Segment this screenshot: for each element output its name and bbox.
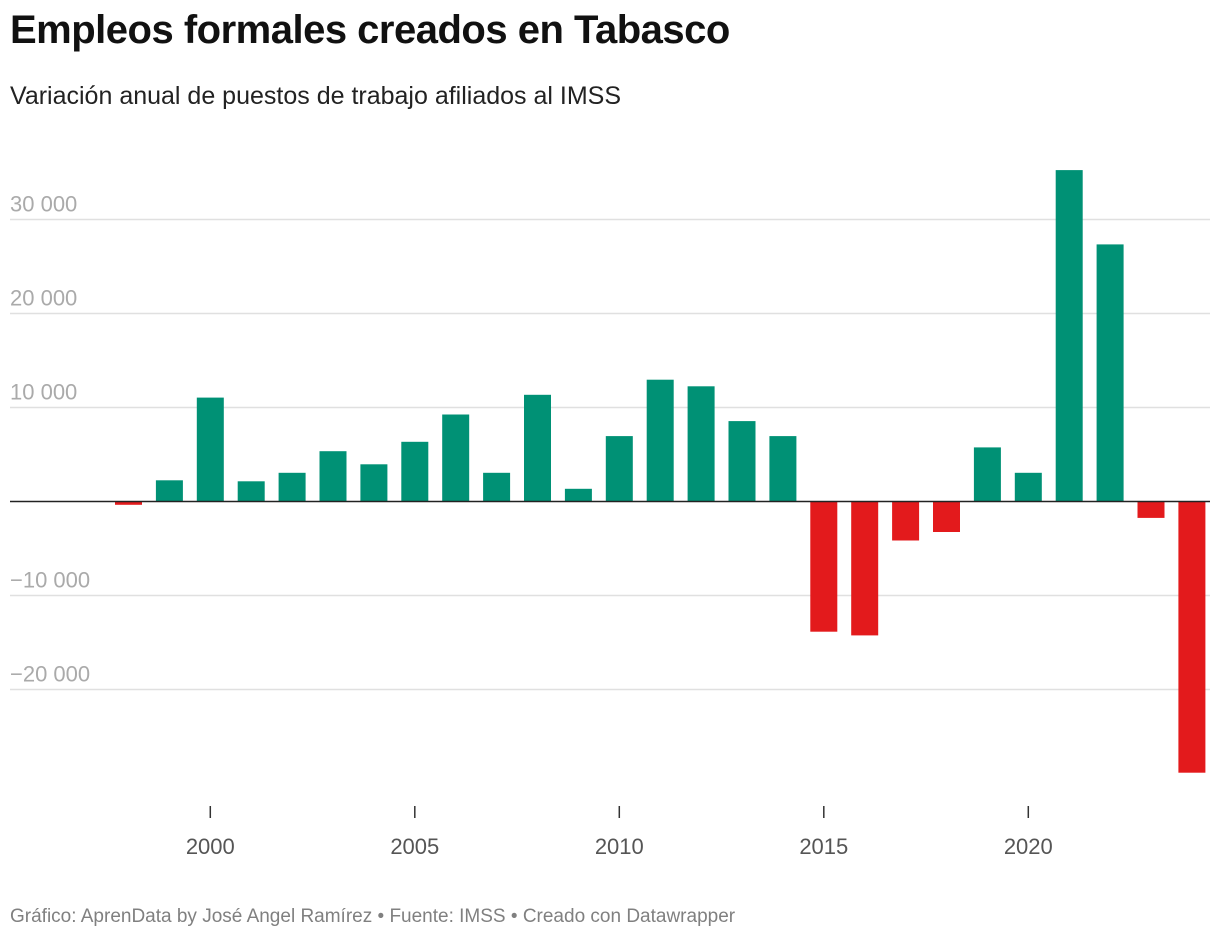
y-axis-ticks: −20 000 −10 000 10 000 20 000 30 000 (10, 192, 90, 687)
bar-2012 (687, 386, 715, 501)
bar-2005 (401, 441, 429, 501)
bar-2019 (973, 447, 1001, 501)
bar-2007 (483, 472, 511, 501)
y-tick-label: −20 000 (10, 662, 90, 687)
x-tick-label: 2015 (799, 834, 848, 859)
x-axis-ticks: 2000 2005 2010 2015 2020 (186, 806, 1053, 859)
x-tick-label: 2020 (1004, 834, 1053, 859)
bar-2010 (605, 436, 633, 501)
bars (10, 170, 1210, 773)
bar-2023 (1137, 501, 1165, 518)
x-tick-label: 2005 (390, 834, 439, 859)
y-tick-label: 10 000 (10, 380, 77, 405)
bar-2024 (1178, 501, 1206, 773)
bar-2011 (646, 379, 674, 501)
bar-2021 (1055, 170, 1083, 501)
x-tick-label: 2000 (186, 834, 235, 859)
bar-2000 (196, 397, 224, 501)
chart-title: Empleos formales creados en Tabasco (10, 8, 730, 52)
bar-2013 (728, 421, 756, 501)
bar-2004 (360, 464, 388, 501)
bar-2017 (892, 501, 920, 541)
chart-footer: Gráfico: AprenData by José Angel Ramírez… (10, 906, 736, 927)
bar-2006 (442, 414, 470, 501)
y-tick-label: 20 000 (10, 286, 77, 311)
gridlines (10, 218, 1210, 691)
bar-2020 (1014, 472, 1042, 501)
bar-2015 (810, 501, 838, 632)
x-tick-label: 2010 (595, 834, 644, 859)
y-tick-label: −10 000 (10, 568, 90, 593)
bar-1998 (115, 501, 142, 505)
bar-2018 (933, 501, 960, 532)
bar-2022 (1096, 244, 1124, 501)
bar-2003 (319, 451, 347, 501)
y-tick-label: 30 000 (10, 192, 77, 217)
bar-1999 (155, 480, 183, 501)
bar-2009 (564, 488, 592, 501)
bar-2001 (237, 481, 265, 501)
bar-2014 (769, 436, 797, 501)
bar-2008 (524, 394, 551, 501)
chart-subtitle: Variación anual de puestos de trabajo af… (10, 82, 622, 110)
bar-2002 (278, 472, 306, 501)
bar-2016 (851, 501, 879, 636)
